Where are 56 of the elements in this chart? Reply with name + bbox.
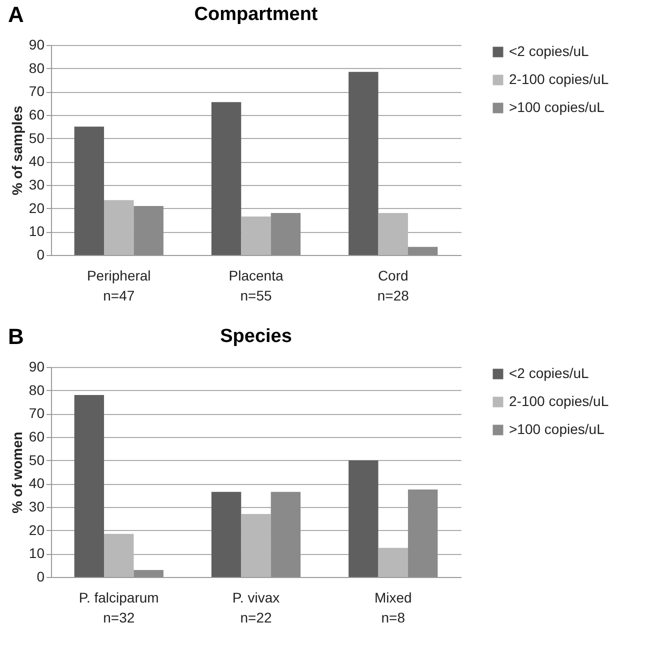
y-axis-title: % of women	[8, 432, 25, 514]
bar	[270, 492, 301, 577]
y-tick-label: 40	[28, 153, 45, 170]
legend-label: <2 copies/uL	[509, 43, 589, 59]
legend-label: 2-100 copies/uL	[509, 71, 609, 87]
y-tick-label: 50	[28, 130, 45, 146]
y-axis-title: % of samples	[8, 106, 25, 196]
y-tick-label: 60	[28, 428, 45, 444]
chart-title: Compartment	[194, 4, 318, 25]
y-tick-label: 0	[36, 568, 45, 584]
bar	[134, 206, 164, 255]
x-tick-label: Placenta n=55	[228, 268, 284, 304]
bar	[104, 534, 134, 577]
text: A	[8, 2, 24, 28]
legend-label: >100 copies/uL	[509, 99, 605, 115]
bar	[211, 492, 242, 577]
x-tick-label: Peripheral n=47	[86, 268, 151, 304]
bar	[378, 213, 408, 255]
bar	[348, 72, 378, 255]
x-tick-label: Cord n=28	[377, 268, 410, 304]
x-tick-label: P. vivax n=22	[232, 590, 280, 626]
bar	[134, 570, 164, 577]
y-tick-label: 60	[28, 106, 45, 122]
x-tick-label: Mixed n=8	[374, 590, 412, 626]
y-tick-label: 10	[28, 545, 45, 562]
legend-label: >100 copies/uL	[509, 421, 605, 437]
bar	[348, 460, 378, 577]
bar	[211, 102, 242, 255]
y-tick-label: 90	[28, 358, 45, 374]
bar	[408, 490, 438, 577]
y-tick-label: 50	[28, 452, 45, 468]
bar	[74, 395, 104, 577]
chart-title: Species	[220, 326, 292, 347]
y-tick-label: 90	[28, 36, 45, 52]
y-tick-label: 20	[28, 200, 45, 216]
legend-label: <2 copies/uL	[509, 365, 589, 381]
y-tick-label: 20	[28, 522, 45, 538]
bar	[378, 548, 408, 577]
bar	[270, 213, 301, 255]
bar	[74, 126, 104, 255]
y-tick-label: 40	[28, 475, 45, 492]
bar	[408, 246, 438, 255]
x-tick-label: P. falciparum n=32	[78, 590, 159, 626]
y-tick-label: 30	[28, 176, 45, 192]
text: B	[8, 324, 24, 350]
y-tick-label: 70	[28, 83, 45, 100]
bar	[104, 200, 134, 255]
bar	[241, 514, 271, 577]
y-tick-label: 70	[28, 405, 45, 422]
y-tick-label: 0	[36, 246, 45, 262]
y-tick-label: 30	[28, 498, 45, 514]
legend-label: 2-100 copies/uL	[509, 393, 609, 409]
y-tick-label: 80	[28, 382, 45, 398]
y-tick-label: 80	[28, 60, 45, 76]
y-tick-label: 10	[28, 223, 45, 240]
bar	[241, 216, 271, 255]
